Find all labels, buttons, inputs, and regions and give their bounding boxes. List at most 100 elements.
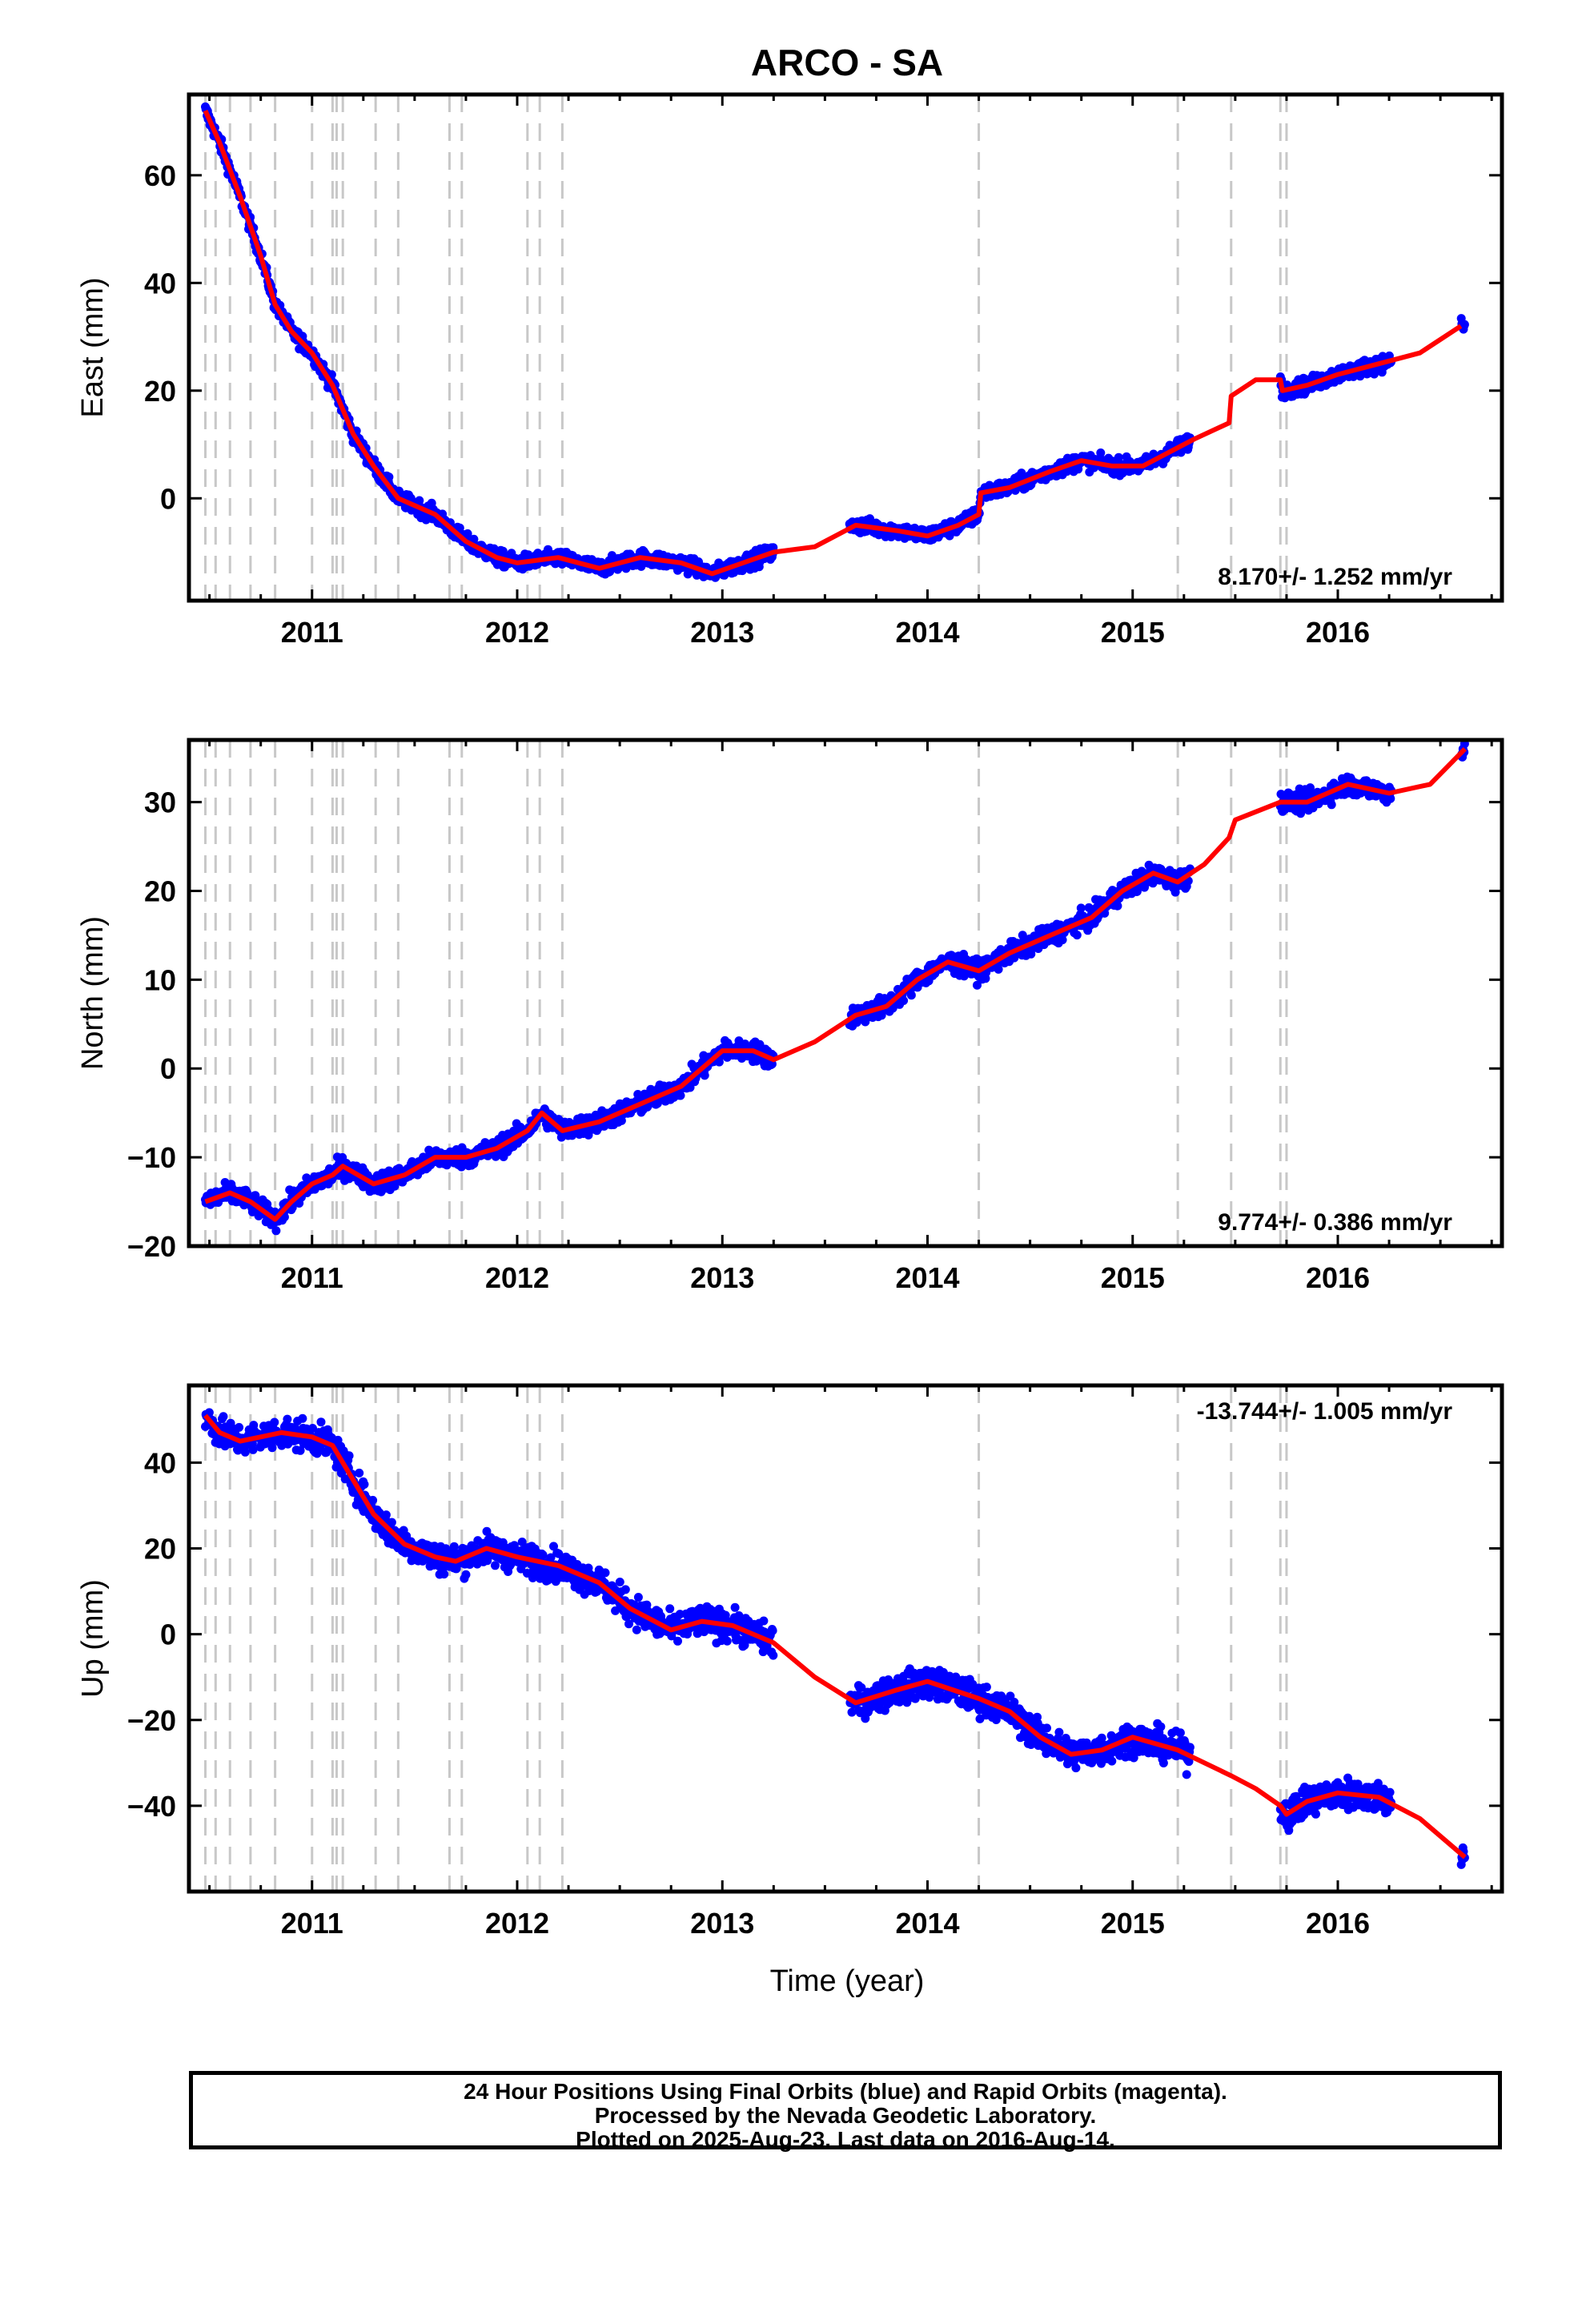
data-point (620, 1585, 630, 1594)
data-point (298, 1413, 307, 1423)
data-point (368, 1495, 378, 1505)
x-tick-label: 2011 (281, 616, 343, 649)
data-point (449, 1542, 459, 1551)
y-tick-label: 20 (144, 375, 176, 408)
data-point (355, 1468, 364, 1478)
y-axis-label: East (mm) (76, 277, 110, 417)
data-point (463, 529, 472, 538)
y-tick-label: −20 (127, 1230, 176, 1263)
data-point (768, 1626, 777, 1635)
data-point (1306, 783, 1315, 793)
plot-frame (187, 92, 1504, 603)
data-point (549, 1542, 558, 1551)
data-point (491, 1561, 500, 1570)
y-tick-label: 20 (144, 875, 176, 907)
x-tick-label: 2012 (485, 616, 549, 649)
model-line (203, 109, 1463, 577)
data-point (387, 1518, 396, 1527)
data-point (316, 1417, 326, 1427)
data-point (906, 991, 916, 1000)
data-point (270, 1417, 279, 1427)
y-tick-label: 30 (144, 786, 176, 819)
x-tick-label: 2013 (690, 616, 754, 649)
plot-area (201, 94, 1469, 601)
data-point (722, 1636, 732, 1646)
data-point (235, 1422, 244, 1432)
data-point (759, 1616, 769, 1626)
data-point (1076, 903, 1086, 913)
data-point (271, 1226, 281, 1236)
x-tick-label: 2013 (690, 1261, 754, 1294)
plot-area (201, 1385, 1469, 1892)
plot-frame (187, 738, 1504, 1248)
data-point (1370, 369, 1379, 379)
y-tick-label: −10 (127, 1141, 176, 1174)
observation-points (201, 102, 1469, 582)
data-point (248, 1445, 258, 1454)
data-point (721, 1610, 730, 1620)
x-tick-label: 2016 (1306, 616, 1370, 649)
data-point (615, 1578, 624, 1586)
data-point (517, 1538, 527, 1546)
data-point (251, 1191, 260, 1200)
y-tick-label: 0 (160, 1052, 176, 1085)
x-tick-label: 2016 (1306, 1261, 1370, 1294)
data-point (1017, 468, 1026, 478)
north-panel: 2011 2012 2013 2014 2015 2016−20−100102030Nor… (76, 738, 1504, 1294)
x-tick-label: 2011 (281, 1261, 343, 1294)
data-point (847, 1707, 857, 1717)
data-point (700, 1071, 709, 1080)
observation-points (201, 740, 1469, 1236)
data-point (665, 1604, 675, 1614)
data-point (1058, 935, 1067, 945)
data-point (1386, 794, 1395, 803)
y-tick-label: 10 (144, 963, 176, 996)
data-point (240, 1447, 250, 1457)
data-point (1132, 887, 1142, 896)
y-tick-label: 0 (160, 482, 176, 515)
data-point (740, 1640, 749, 1650)
data-point (267, 1443, 277, 1453)
data-point (769, 1651, 778, 1660)
rate-label: 9.774+/- 0.386 mm/yr (1218, 1209, 1452, 1236)
data-point (857, 1683, 866, 1692)
data-point (219, 1412, 228, 1421)
y-axis-label: North (mm) (76, 916, 110, 1070)
data-point (633, 1593, 643, 1602)
data-point (384, 472, 394, 482)
data-point (1460, 740, 1469, 749)
data-point (1072, 931, 1082, 940)
observation-points (201, 1408, 1469, 1869)
rate-label: 8.170+/- 1.252 mm/yr (1218, 564, 1452, 590)
plot-area (201, 740, 1469, 1246)
data-point (730, 1602, 740, 1612)
data-point (994, 964, 1003, 974)
y-tick-label: 60 (144, 159, 176, 192)
model-line (204, 746, 1468, 1222)
data-point (283, 1414, 292, 1424)
data-point (1113, 901, 1122, 911)
x-tick-label: 2015 (1101, 616, 1165, 649)
data-point (675, 1610, 685, 1619)
data-point (1114, 452, 1123, 462)
data-point (600, 1568, 610, 1578)
chart-title: ARCO - SA (751, 42, 943, 83)
data-point (538, 1550, 548, 1560)
data-point (899, 996, 909, 1005)
data-point (381, 1510, 391, 1520)
data-point (415, 496, 424, 505)
data-point (1327, 800, 1336, 810)
data-point (624, 1619, 633, 1629)
data-point (1096, 448, 1106, 457)
data-point (440, 1570, 449, 1579)
data-point (676, 1091, 685, 1100)
data-point (295, 1445, 305, 1455)
y-tick-label: 40 (144, 267, 176, 300)
x-tick-label: 2012 (485, 1261, 549, 1294)
data-point (1460, 320, 1469, 329)
data-point (973, 980, 982, 990)
data-point (632, 1625, 641, 1634)
